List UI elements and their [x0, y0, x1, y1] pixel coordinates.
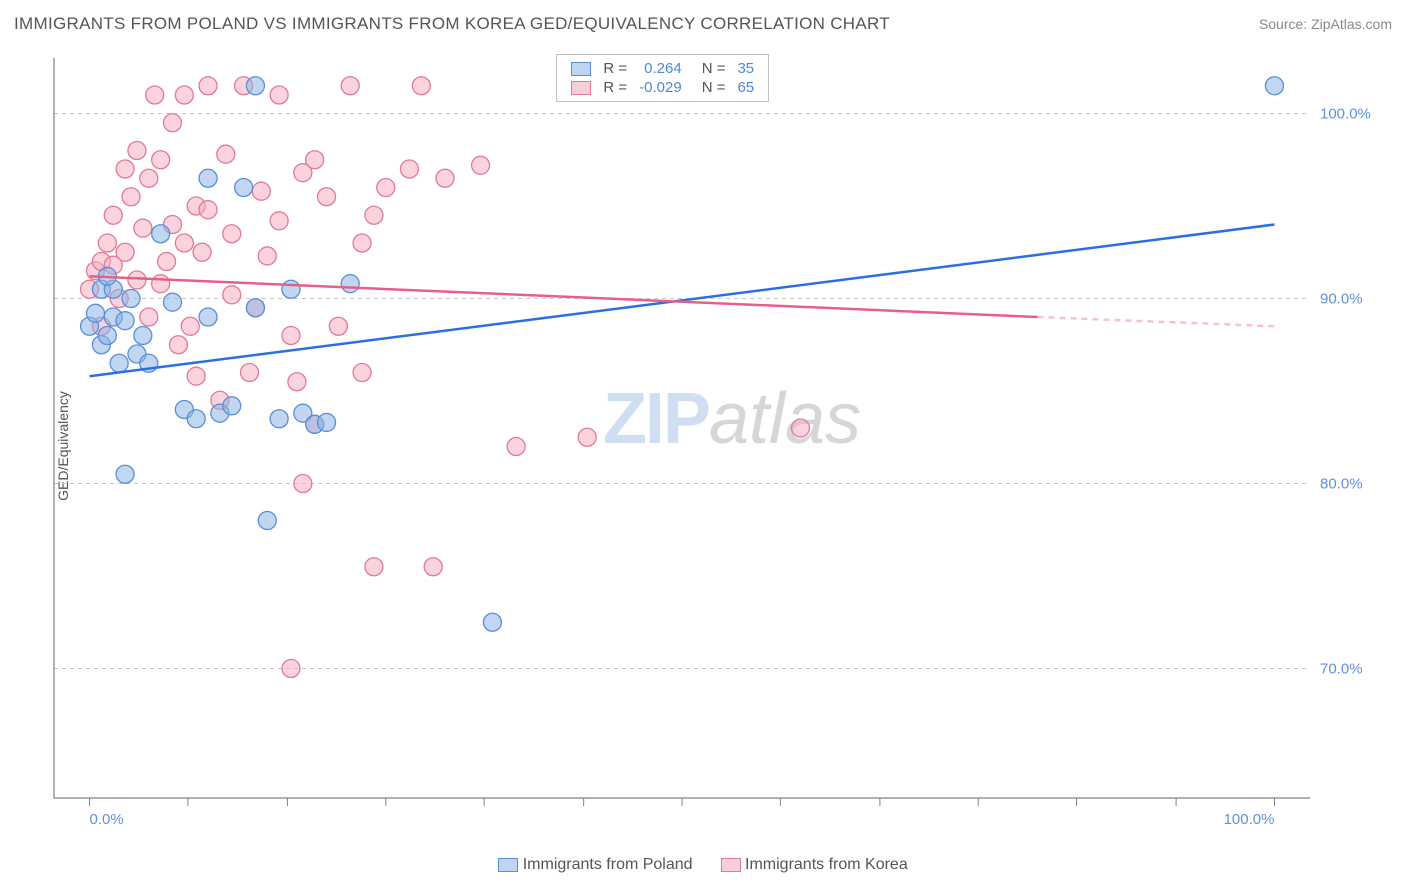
x-tick-label: 0.0%: [90, 811, 124, 828]
legend-r-value: 0.264: [633, 59, 688, 78]
y-tick-label: 70.0%: [1320, 661, 1363, 678]
chart-title: IMMIGRANTS FROM POLAND VS IMMIGRANTS FRO…: [14, 14, 890, 34]
legend-bottom-label: Immigrants from Poland: [523, 856, 693, 873]
legend-swatch: [498, 858, 518, 872]
legend-swatch: [571, 62, 591, 76]
legend-swatch: [571, 81, 591, 95]
legend-n-value: 65: [731, 78, 760, 97]
legend-n-label: N =: [688, 59, 732, 78]
watermark: ZIPatlas: [603, 379, 861, 459]
source-label: Source: ZipAtlas.com: [1259, 16, 1392, 32]
legend-r-label: R =: [597, 78, 633, 97]
legend-swatch: [721, 858, 741, 872]
legend-bottom-item: Immigrants from Poland: [498, 856, 692, 874]
legend-top: R =0.264N =35 R =-0.029N =65: [556, 54, 769, 102]
legend-bottom-label: Immigrants from Korea: [745, 856, 908, 873]
y-tick-label: 90.0%: [1320, 291, 1363, 308]
y-tick-label: 100.0%: [1320, 106, 1371, 123]
plot-container: 0.0% 100.0% 70.0% 80.0% 90.0% 100.0% ZIPatlas: [50, 50, 1376, 832]
chart-svg: 0.0% 100.0% 70.0% 80.0% 90.0% 100.0% ZIPatlas: [50, 50, 1376, 832]
legend-bottom: Immigrants from Poland Immigrants from K…: [0, 856, 1406, 874]
series-korea: [81, 77, 810, 678]
legend-n-label: N =: [688, 78, 732, 97]
x-tick-label: 100.0%: [1224, 811, 1275, 828]
y-tick-label: 80.0%: [1320, 476, 1363, 493]
legend-bottom-item: Immigrants from Korea: [721, 856, 908, 874]
legend-r-value: -0.029: [633, 78, 688, 97]
legend-n-value: 35: [731, 59, 760, 78]
legend-r-label: R =: [597, 59, 633, 78]
